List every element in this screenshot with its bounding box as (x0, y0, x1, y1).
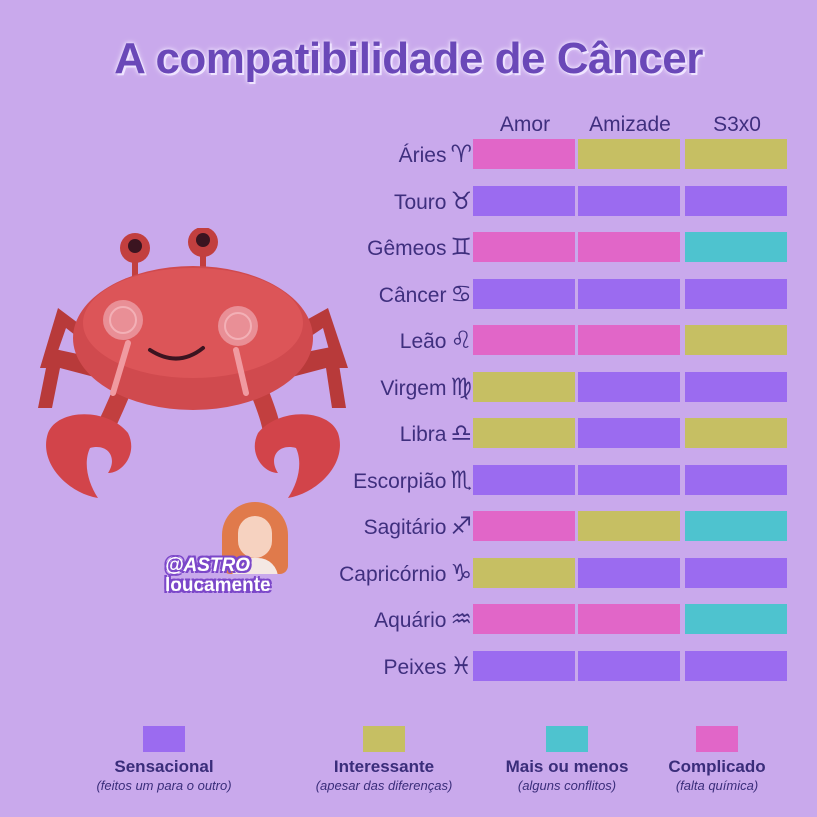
zodiac-icon: ♓ (450, 652, 472, 680)
row-label-5: Virgem ♍ (380, 372, 472, 402)
cell-complicado (473, 232, 575, 262)
column-header-1: Amizade (589, 113, 671, 136)
zodiac-icon: ♎ (450, 419, 472, 447)
row-label-11: Peixes ♓ (383, 651, 472, 681)
sign-name: Capricórnio (339, 563, 447, 586)
row-label-10: Aquário ♒ (374, 604, 472, 634)
legend-swatch-interessante (363, 726, 405, 752)
cell-interessante (473, 372, 575, 402)
sign-name: Leão (399, 330, 447, 353)
cell-sensacional (578, 279, 680, 309)
column-header-0: Amor (499, 113, 551, 136)
cell-sensacional (578, 186, 680, 216)
row-label-8: Sagitário ♐ (364, 511, 472, 541)
cell-complicado (473, 325, 575, 355)
cell-sensacional (685, 279, 787, 309)
cell-complicado (473, 511, 575, 541)
zodiac-icon: ♐ (450, 512, 472, 540)
cell-interessante (473, 558, 575, 588)
legend-title: Sensacional (114, 757, 214, 776)
zodiac-icon: ♋ (450, 280, 472, 308)
cell-sensacional (578, 465, 680, 495)
zodiac-icon: ♑ (450, 559, 472, 587)
sign-name: Áries (398, 144, 447, 167)
row-label-6: Libra ♎ (400, 418, 472, 448)
zodiac-icon: ♈ (450, 140, 472, 168)
row-label-4: Leão ♌ (400, 325, 472, 355)
cell-mais_ou_menos (685, 511, 787, 541)
legend-swatch-sensacional (143, 726, 185, 752)
cell-sensacional (685, 558, 787, 588)
sign-name: Aquário (374, 609, 447, 632)
row-label-9: Capricórnio ♑ (339, 558, 472, 588)
zodiac-icon: ♉ (450, 187, 472, 215)
cell-sensacional (685, 372, 787, 402)
row-label-1: Touro ♉ (394, 186, 472, 216)
cell-interessante (578, 139, 680, 169)
zodiac-icon: ♒ (450, 605, 472, 633)
cell-mais_ou_menos (685, 604, 787, 634)
row-label-7: Escorpião ♏ (353, 465, 472, 495)
cell-complicado (578, 232, 680, 262)
legend-swatch-mais_ou_menos (546, 726, 588, 752)
cell-mais_ou_menos (685, 232, 787, 262)
watermark-handle: @ASTRO loucamente (165, 555, 271, 596)
cell-complicado (578, 325, 680, 355)
cell-interessante (473, 418, 575, 448)
legend-subtitle: (feitos um para o outro) (96, 778, 232, 793)
cell-sensacional (578, 372, 680, 402)
sign-name: Libra (399, 423, 447, 446)
sign-name: Touro (393, 191, 447, 214)
cell-complicado (473, 139, 575, 169)
sign-name: Virgem (380, 377, 447, 400)
sign-name: Gêmeos (367, 237, 447, 260)
legend-subtitle: (falta química) (675, 778, 759, 793)
column-header-2: S3x0 (713, 113, 761, 136)
cell-sensacional (578, 418, 680, 448)
row-label-2: Gêmeos ♊ (367, 232, 472, 262)
legend-subtitle: (apesar das diferenças) (315, 778, 453, 793)
cell-sensacional (685, 186, 787, 216)
cell-sensacional (473, 651, 575, 681)
legend-title: Complicado (668, 757, 766, 776)
row-label-3: Câncer ♋ (379, 279, 472, 309)
cell-sensacional (685, 651, 787, 681)
zodiac-icon: ♌ (450, 326, 472, 354)
zodiac-icon: ♍ (450, 373, 472, 401)
cell-sensacional (578, 558, 680, 588)
avatar (222, 502, 288, 574)
sign-name: Peixes (383, 656, 447, 679)
cell-sensacional (473, 186, 575, 216)
cell-interessante (685, 418, 787, 448)
cell-sensacional (578, 651, 680, 681)
legend-title: Interessante (333, 757, 435, 776)
sign-name: Escorpião (353, 470, 447, 493)
zodiac-icon: ♊ (450, 233, 472, 261)
cell-complicado (578, 604, 680, 634)
sign-name: Câncer (378, 284, 447, 307)
legend-title: Mais ou menos (505, 757, 629, 776)
cell-sensacional (473, 465, 575, 495)
zodiac-icon: ♏ (450, 466, 472, 494)
legend-subtitle: (alguns conflitos) (517, 778, 617, 793)
cell-sensacional (685, 465, 787, 495)
cell-complicado (473, 604, 575, 634)
sign-name: Sagitário (363, 516, 447, 539)
cell-interessante (685, 139, 787, 169)
cell-interessante (685, 325, 787, 355)
legend-swatch-complicado (696, 726, 738, 752)
crab-illustration (38, 228, 348, 498)
cell-sensacional (473, 279, 575, 309)
page-title: A compatibilidade de Câncer (114, 34, 703, 83)
cell-interessante (578, 511, 680, 541)
row-label-0: Áries ♈ (399, 139, 472, 169)
